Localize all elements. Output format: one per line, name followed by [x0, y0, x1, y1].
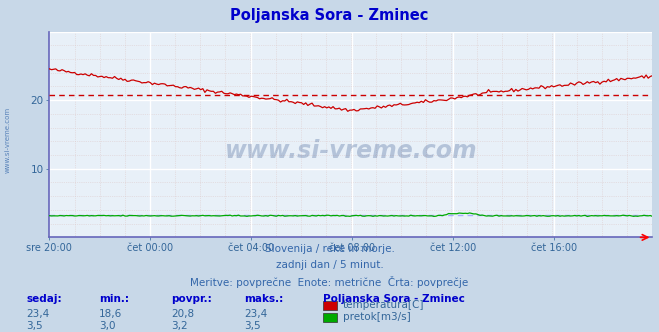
Text: 3,0: 3,0	[99, 321, 115, 331]
Text: maks.:: maks.:	[244, 294, 283, 304]
Text: 20,8: 20,8	[171, 309, 194, 319]
Text: 3,5: 3,5	[26, 321, 43, 331]
Text: min.:: min.:	[99, 294, 129, 304]
Text: 18,6: 18,6	[99, 309, 122, 319]
Text: www.si-vreme.com: www.si-vreme.com	[225, 139, 477, 163]
Text: 23,4: 23,4	[244, 309, 267, 319]
Text: www.si-vreme.com: www.si-vreme.com	[5, 106, 11, 173]
Text: 3,5: 3,5	[244, 321, 260, 331]
Text: Meritve: povprečne  Enote: metrične  Črta: povprečje: Meritve: povprečne Enote: metrične Črta:…	[190, 276, 469, 288]
Text: pretok[m3/s]: pretok[m3/s]	[343, 312, 411, 322]
Text: Poljanska Sora - Zminec: Poljanska Sora - Zminec	[230, 8, 429, 23]
Text: 23,4: 23,4	[26, 309, 49, 319]
Text: sedaj:: sedaj:	[26, 294, 62, 304]
Text: Slovenija / reke in morje.: Slovenija / reke in morje.	[264, 244, 395, 254]
Text: zadnji dan / 5 minut.: zadnji dan / 5 minut.	[275, 260, 384, 270]
Text: temperatura[C]: temperatura[C]	[343, 300, 424, 310]
Text: povpr.:: povpr.:	[171, 294, 212, 304]
Text: Poljanska Sora - Zminec: Poljanska Sora - Zminec	[323, 294, 465, 304]
Text: 3,2: 3,2	[171, 321, 188, 331]
